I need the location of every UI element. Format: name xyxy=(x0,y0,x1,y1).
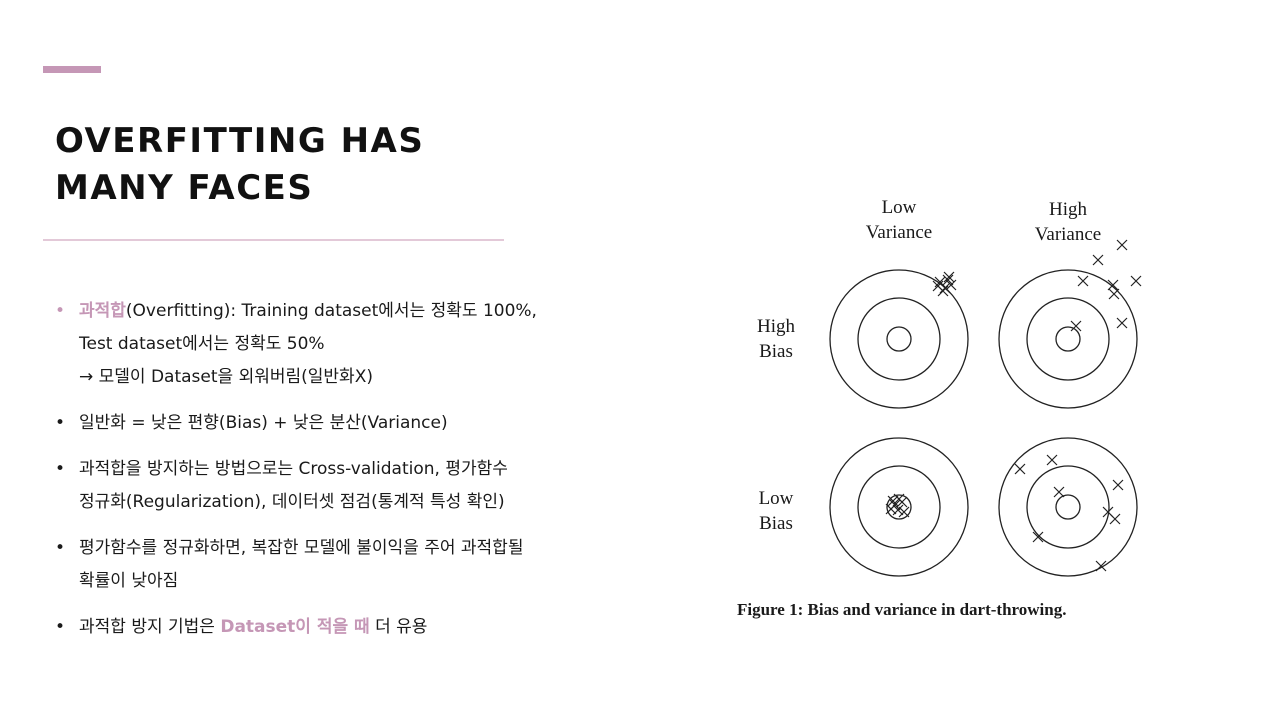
dart-throwing-figure: Low Variance High Variance High Bias Low… xyxy=(730,190,1170,630)
dart-mark-high-bias-high-variance xyxy=(1108,280,1118,290)
bullet-text: 더 유용 xyxy=(370,617,428,637)
bullet-highlight: Dataset이 적을 때 xyxy=(220,617,369,637)
dart-mark-high-bias-high-variance xyxy=(1109,289,1119,299)
bullet-dot: • xyxy=(55,532,65,565)
dart-mark-low-bias-high-variance xyxy=(1054,487,1064,497)
dart-mark-low-bias-high-variance xyxy=(1015,464,1025,474)
bullet-dot: • xyxy=(55,611,65,644)
bullet-line: Test dataset에서는 정확도 50% xyxy=(79,328,675,361)
target-low-bias-high-variance xyxy=(999,438,1137,576)
dart-mark-low-bias-high-variance xyxy=(1047,455,1057,465)
col-header-high-variance: High xyxy=(1049,199,1088,220)
slide-title: OVERFITTING HAS MANY FACES xyxy=(55,118,424,212)
dart-mark-high-bias-high-variance xyxy=(1093,255,1103,265)
bullet-dot: • xyxy=(55,407,65,440)
dart-mark-high-bias-high-variance xyxy=(1078,276,1088,286)
row-header-low-bias: Low xyxy=(759,488,794,509)
accent-bar xyxy=(43,66,101,73)
bullet-line: 과적합(Overfitting): Training dataset에서는 정확… xyxy=(79,295,675,328)
bullet-item: • 일반화 = 낮은 편향(Bias) + 낮은 분산(Variance) xyxy=(55,407,675,440)
bullet-item: • 과적합(Overfitting): Training dataset에서는 … xyxy=(55,295,675,394)
figure-caption: Figure 1: Bias and variance in dart-thro… xyxy=(737,600,1066,619)
dart-mark-low-bias-high-variance xyxy=(1113,480,1123,490)
dart-mark-high-bias-high-variance xyxy=(1117,318,1127,328)
col-header-high-variance: Variance xyxy=(1035,224,1101,245)
row-header-high-bias: High xyxy=(757,316,796,337)
title-line-2: MANY FACES xyxy=(55,165,424,212)
bullet-line: 과적합을 방지하는 방법으로는 Cross-validation, 평가함수 xyxy=(79,453,675,486)
dart-mark-high-bias-high-variance xyxy=(1131,276,1141,286)
col-header-low-variance: Variance xyxy=(866,222,932,243)
dart-mark-low-bias-high-variance xyxy=(1033,532,1043,542)
bullet-dot: • xyxy=(55,453,65,486)
bullet-line: 확률이 낮아짐 xyxy=(79,565,675,598)
bullet-item: • 평가함수를 정규화하면, 복잡한 모델에 불이익을 주어 과적합될 확률이 … xyxy=(55,532,675,598)
bullet-item: • 과적합을 방지하는 방법으로는 Cross-validation, 평가함수… xyxy=(55,453,675,519)
bullet-line: 평가함수를 정규화하면, 복잡한 모델에 불이익을 주어 과적합될 xyxy=(79,532,675,565)
dart-mark-high-bias-low-variance xyxy=(935,277,945,287)
dart-mark-low-bias-high-variance xyxy=(1110,514,1120,524)
bullet-item: • 과적합 방지 기법은 Dataset이 적을 때 더 유용 xyxy=(55,611,675,644)
bullet-text: 과적합 방지 기법은 xyxy=(79,617,220,637)
bullet-line: 정규화(Regularization), 데이터셋 점검(통계적 특성 확인) xyxy=(79,486,675,519)
bullet-dot: • xyxy=(55,295,65,328)
col-header-low-variance: Low xyxy=(882,197,917,218)
bullet-line: → 모델이 Dataset을 외워버림(일반화X) xyxy=(79,361,675,394)
bullet-text: (Overfitting): Training dataset에서는 정확도 1… xyxy=(126,301,537,321)
bullet-line: 과적합 방지 기법은 Dataset이 적을 때 더 유용 xyxy=(79,611,675,644)
row-header-low-bias: Bias xyxy=(759,513,793,534)
target-high-bias-high-variance xyxy=(999,270,1137,408)
title-divider xyxy=(43,239,504,241)
bullet-line: 일반화 = 낮은 편향(Bias) + 낮은 분산(Variance) xyxy=(79,407,675,440)
bullet-list: • 과적합(Overfitting): Training dataset에서는 … xyxy=(55,295,675,657)
dart-mark-high-bias-high-variance xyxy=(1117,240,1127,250)
title-line-1: OVERFITTING HAS xyxy=(55,118,424,165)
bullet-highlight: 과적합 xyxy=(79,301,126,321)
row-header-high-bias: Bias xyxy=(759,341,793,362)
